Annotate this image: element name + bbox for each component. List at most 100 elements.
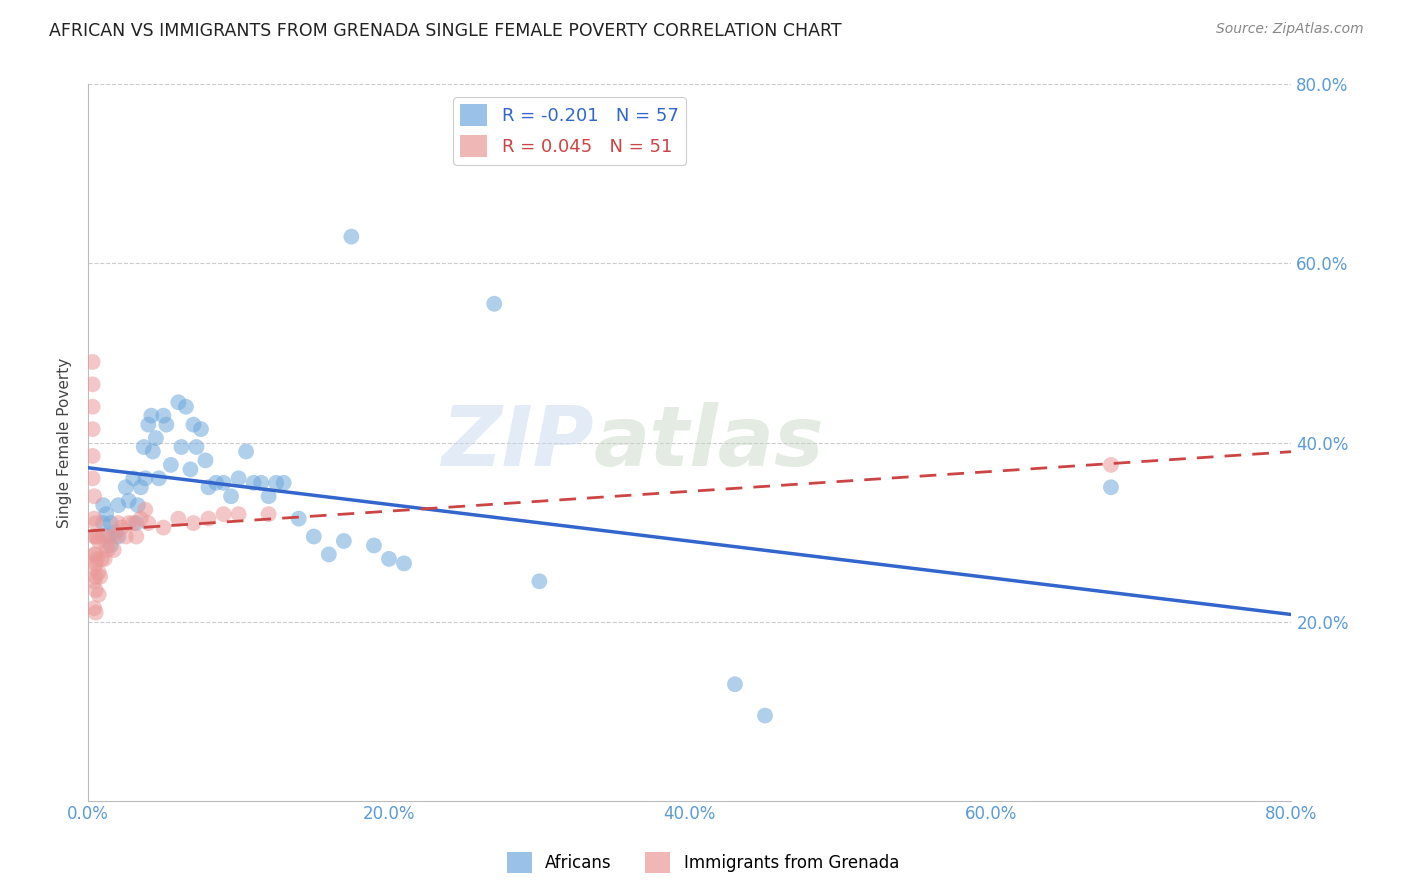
Point <box>107 529 129 543</box>
Point <box>125 516 148 530</box>
Point <box>82 355 104 369</box>
Point <box>529 574 551 589</box>
Text: AFRICAN VS IMMIGRANTS FROM GRENADA SINGLE FEMALE POVERTY CORRELATION CHART: AFRICAN VS IMMIGRANTS FROM GRENADA SINGL… <box>49 22 842 40</box>
Point <box>219 489 242 503</box>
Point <box>134 471 156 485</box>
Point <box>136 516 159 530</box>
Point <box>183 516 205 530</box>
Point <box>167 511 190 525</box>
Point <box>103 543 125 558</box>
Point <box>91 498 114 512</box>
Point <box>89 570 111 584</box>
Point <box>142 444 165 458</box>
Point <box>287 511 309 525</box>
Point <box>96 507 118 521</box>
Point <box>174 400 197 414</box>
Point <box>212 507 235 521</box>
Point <box>179 462 201 476</box>
Point <box>87 566 110 580</box>
Point <box>87 534 110 549</box>
Point <box>340 229 363 244</box>
Point <box>82 377 104 392</box>
Point <box>87 588 110 602</box>
Point <box>754 708 776 723</box>
Point <box>152 409 174 423</box>
Point <box>235 444 257 458</box>
Point <box>148 471 170 485</box>
Point <box>724 677 747 691</box>
Point <box>378 552 401 566</box>
Point <box>302 529 325 543</box>
Point <box>82 400 104 414</box>
Point <box>484 297 506 311</box>
Point <box>104 529 127 543</box>
Point <box>363 539 385 553</box>
Point <box>84 583 107 598</box>
Point <box>84 548 107 562</box>
Point <box>242 475 264 490</box>
Point <box>333 534 356 549</box>
Point <box>132 440 155 454</box>
Point <box>83 511 105 525</box>
Point <box>83 489 105 503</box>
Point <box>190 422 212 436</box>
Point <box>86 529 108 543</box>
Point <box>96 539 118 553</box>
Point <box>83 601 105 615</box>
Point <box>129 480 152 494</box>
Point <box>90 552 112 566</box>
Point <box>122 471 145 485</box>
Point <box>228 471 250 485</box>
Text: Source: ZipAtlas.com: Source: ZipAtlas.com <box>1216 22 1364 37</box>
Point <box>97 529 120 543</box>
Point <box>250 475 273 490</box>
Point <box>141 409 163 423</box>
Point <box>186 440 208 454</box>
Point <box>127 498 149 512</box>
Point <box>84 516 107 530</box>
Point <box>100 539 122 553</box>
Point <box>100 516 122 530</box>
Point <box>83 574 105 589</box>
Point <box>104 524 127 539</box>
Point <box>100 529 122 543</box>
Point <box>155 417 177 432</box>
Point <box>107 498 129 512</box>
Point <box>84 606 107 620</box>
Point <box>228 507 250 521</box>
Point <box>160 458 183 472</box>
Point <box>107 516 129 530</box>
Text: atlas: atlas <box>593 402 824 483</box>
Point <box>205 475 228 490</box>
Point <box>129 511 152 525</box>
Point <box>212 475 235 490</box>
Point <box>84 570 107 584</box>
Point <box>84 557 107 571</box>
Point <box>170 440 193 454</box>
Point <box>84 529 107 543</box>
Point <box>197 511 219 525</box>
Point <box>257 489 280 503</box>
Point <box>97 543 120 558</box>
Point <box>114 529 136 543</box>
Point <box>91 516 114 530</box>
Point <box>392 557 415 571</box>
Point <box>318 548 340 562</box>
Point <box>1099 480 1122 494</box>
Point <box>93 552 115 566</box>
Point <box>145 431 167 445</box>
Point <box>1099 458 1122 472</box>
Point <box>82 422 104 436</box>
Point <box>83 561 105 575</box>
Point <box>257 507 280 521</box>
Point <box>118 493 141 508</box>
Point <box>197 480 219 494</box>
Point <box>264 475 287 490</box>
Legend: R = -0.201   N = 57, R = 0.045   N = 51: R = -0.201 N = 57, R = 0.045 N = 51 <box>453 97 686 165</box>
Point <box>125 529 148 543</box>
Point <box>114 480 136 494</box>
Legend: Africans, Immigrants from Grenada: Africans, Immigrants from Grenada <box>501 846 905 880</box>
Point <box>273 475 295 490</box>
Point <box>82 471 104 485</box>
Point <box>152 520 174 534</box>
